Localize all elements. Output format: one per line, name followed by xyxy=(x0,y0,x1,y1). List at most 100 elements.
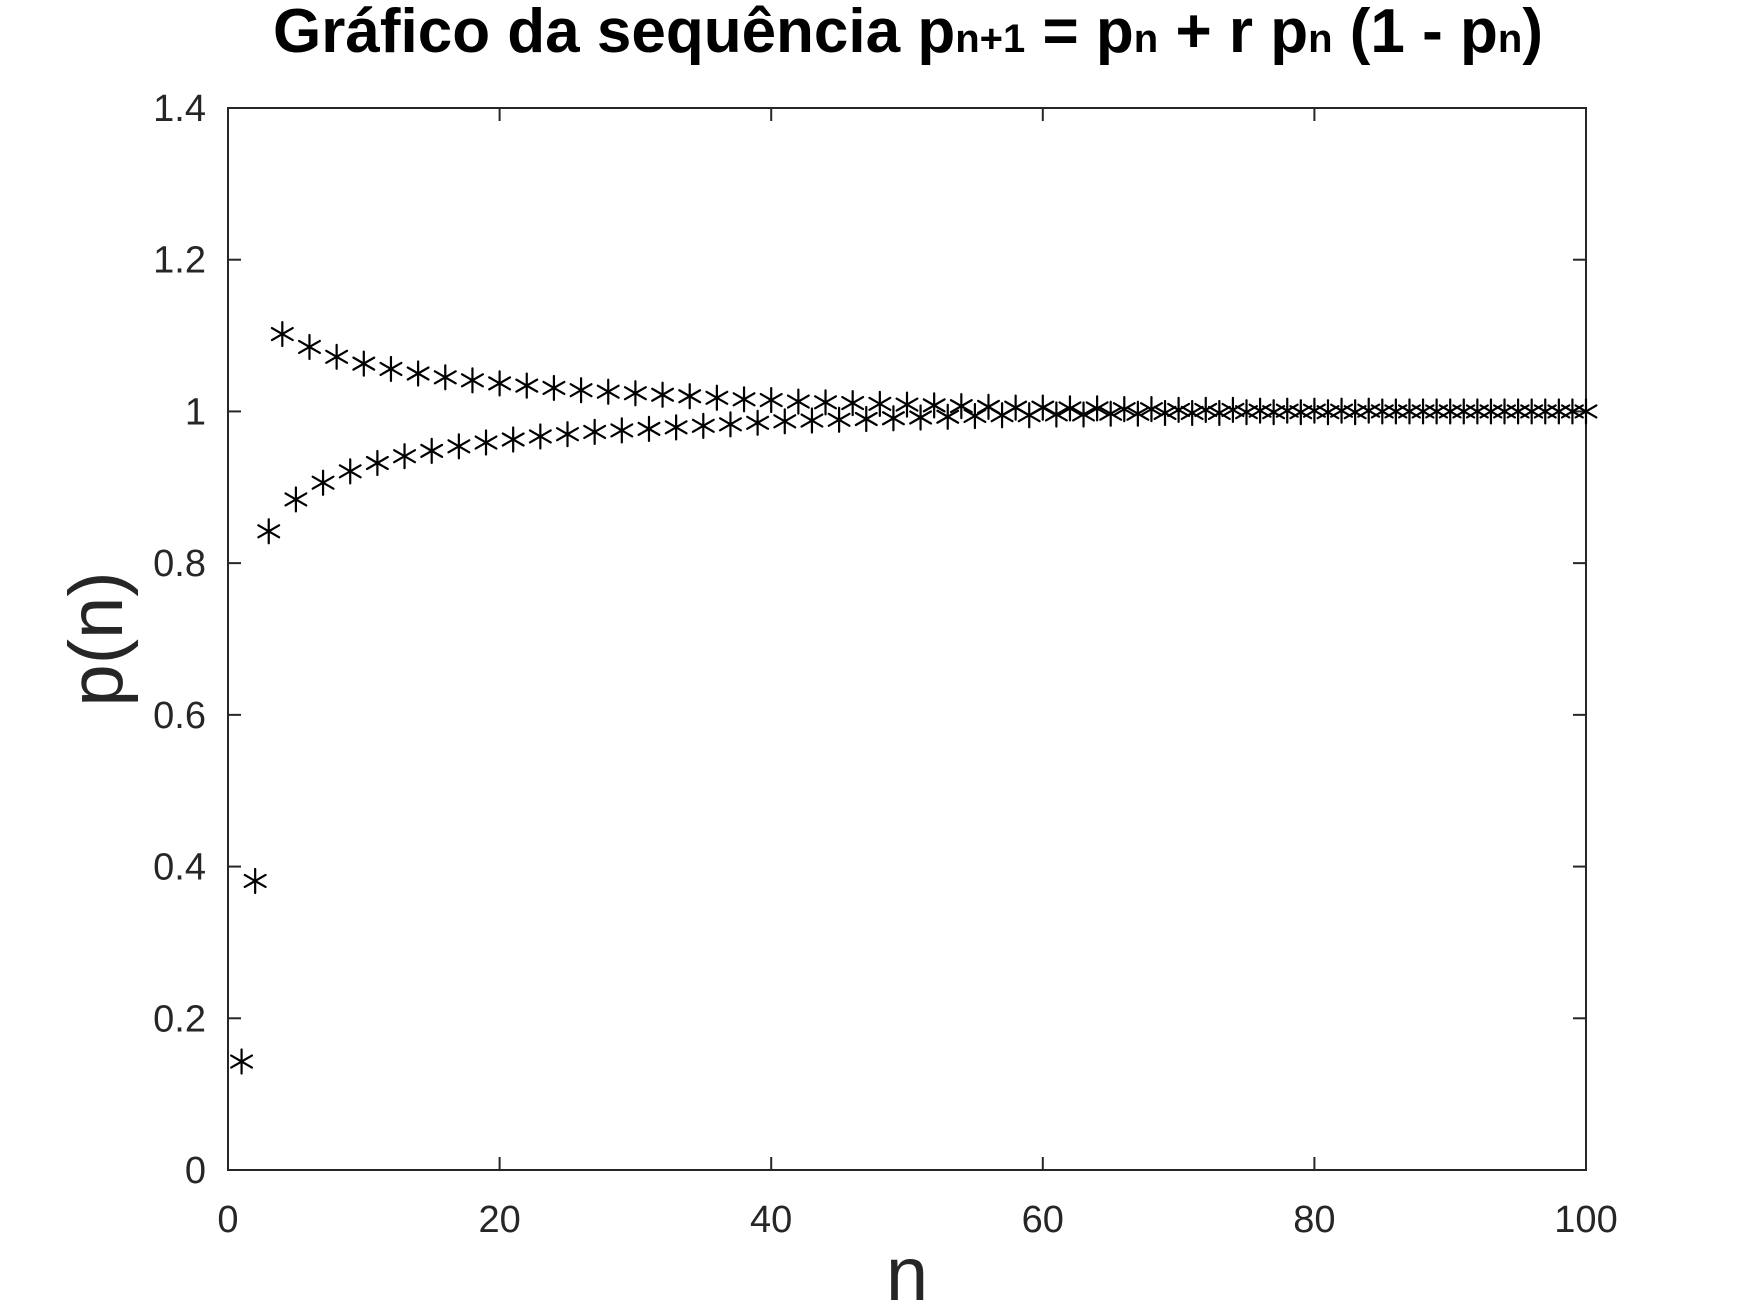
data-point xyxy=(474,429,498,456)
title-subscript: n xyxy=(1308,17,1332,61)
data-point xyxy=(623,380,647,407)
x-tick-label: 20 xyxy=(478,1199,520,1241)
data-point xyxy=(1275,397,1299,424)
data-point xyxy=(746,409,770,436)
data-point xyxy=(542,374,566,402)
title-text: (1 - p xyxy=(1333,0,1498,66)
data-point xyxy=(990,402,1014,429)
title-subscript: n+1 xyxy=(955,17,1025,61)
x-tick-label: 0 xyxy=(217,1199,238,1241)
data-point xyxy=(460,367,484,394)
data-point xyxy=(270,320,294,348)
data-point xyxy=(854,405,878,433)
chart-title: Gráfico da sequência pn+1 = pn + r pn (1… xyxy=(273,0,1543,66)
data-point xyxy=(1506,398,1530,425)
y-tick-label: 1 xyxy=(185,391,206,433)
title-text: Gráfico da sequência p xyxy=(273,0,955,66)
data-point xyxy=(1004,394,1028,421)
data-point xyxy=(297,333,321,361)
data-point xyxy=(528,423,552,450)
data-point xyxy=(1316,399,1340,426)
data-point xyxy=(596,378,620,405)
data-point xyxy=(827,406,851,433)
data-point xyxy=(881,405,905,432)
data-point xyxy=(569,377,593,404)
data-point xyxy=(230,1048,254,1075)
data-point xyxy=(1343,399,1367,426)
data-point xyxy=(949,393,973,420)
title-subscript: n xyxy=(1134,17,1158,61)
data-point xyxy=(1207,399,1231,427)
data-point xyxy=(610,417,634,444)
data-point xyxy=(637,415,661,442)
data-point xyxy=(1099,400,1123,427)
data-point xyxy=(1180,399,1204,427)
data-point xyxy=(1248,397,1272,424)
data-point xyxy=(1520,398,1544,425)
data-point xyxy=(1058,395,1082,422)
data-point xyxy=(1411,398,1435,425)
data-point xyxy=(1031,394,1055,421)
data-point xyxy=(800,407,824,434)
data-point xyxy=(1289,399,1313,426)
x-axis-ticks: 0 20 40 60 80 100 xyxy=(217,108,1618,1241)
data-point xyxy=(338,458,362,485)
data-point xyxy=(284,486,308,513)
data-point xyxy=(1533,398,1557,425)
y-axis-label: p(n) xyxy=(54,571,139,706)
data-point xyxy=(664,414,688,441)
y-tick-label: 1.4 xyxy=(153,88,206,130)
data-point xyxy=(1085,395,1109,422)
data-point xyxy=(501,426,525,453)
data-point xyxy=(678,383,702,410)
data-point xyxy=(1126,400,1150,427)
data-point xyxy=(1221,396,1245,424)
data-point xyxy=(243,867,267,895)
data-point xyxy=(1153,399,1177,427)
plot-area-frame xyxy=(227,107,1587,1171)
data-point xyxy=(759,386,783,414)
y-axis-ticks: 0 0.2 0.4 0.6 0.8 1 1.2 1.4 xyxy=(153,88,1586,1192)
data-point xyxy=(1044,401,1068,428)
data-point xyxy=(1357,397,1381,424)
y-tick-label: 0.8 xyxy=(153,543,206,585)
data-point xyxy=(1425,398,1449,425)
data-point xyxy=(1493,398,1517,425)
data-point xyxy=(1547,398,1571,425)
data-point xyxy=(1302,397,1326,424)
data-point xyxy=(773,408,797,435)
title-text: + r p xyxy=(1158,0,1308,66)
data-point xyxy=(352,350,376,377)
data-point xyxy=(515,372,539,399)
data-point xyxy=(651,381,675,408)
data-point xyxy=(420,437,444,464)
data-point xyxy=(976,393,1000,420)
data-point xyxy=(365,449,389,477)
data-point xyxy=(922,392,946,419)
data-point xyxy=(379,355,403,383)
data-point xyxy=(909,404,933,431)
data-point xyxy=(488,370,512,397)
data-point xyxy=(311,469,335,496)
data-point xyxy=(556,421,579,448)
x-tick-label: 100 xyxy=(1554,1199,1617,1241)
data-point xyxy=(406,360,430,387)
data-point xyxy=(963,402,987,430)
data-point xyxy=(718,411,742,438)
data-point xyxy=(1235,399,1258,426)
data-point xyxy=(705,384,729,411)
title-text: = p xyxy=(1025,0,1134,66)
data-point xyxy=(257,518,281,545)
data-point xyxy=(895,391,919,418)
title-text: ) xyxy=(1522,0,1543,66)
title-subscript: n xyxy=(1498,17,1522,61)
data-point xyxy=(433,364,457,391)
data-point xyxy=(732,386,756,413)
data-point xyxy=(1479,398,1503,425)
data-point xyxy=(1112,396,1136,423)
data-point xyxy=(1465,398,1489,425)
y-tick-label: 0.2 xyxy=(153,998,206,1040)
y-tick-label: 0.4 xyxy=(153,847,206,889)
data-point xyxy=(936,403,960,430)
